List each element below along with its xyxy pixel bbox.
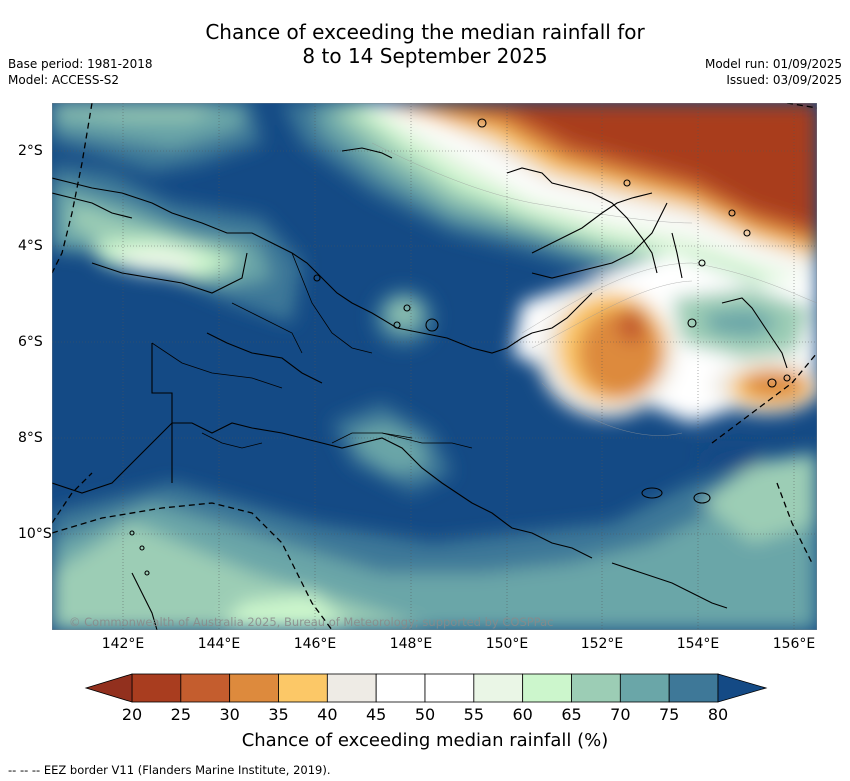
colorbar-cell [571, 673, 621, 703]
colorbar-under-arrow [84, 673, 133, 703]
colorbar-cell [180, 673, 231, 703]
lon-label-146: 146°E [293, 636, 337, 652]
lon-label-154: 154°E [676, 636, 720, 652]
coastlines [52, 118, 791, 630]
colorbar-tick-label: 25 [170, 705, 192, 724]
lon-label-152: 152°E [580, 636, 624, 652]
rainfall-map: © Commonwealth of Australia 2025, Bureau… [52, 103, 817, 630]
colorbar-cell [473, 673, 524, 703]
lat-label-8s: 8°S [18, 430, 43, 446]
colorbar-cell [424, 673, 475, 703]
colorbar-tick-label: 40 [317, 705, 338, 724]
chart-title-line1: Chance of exceeding the median rainfall … [205, 20, 645, 44]
colorbar-tick-label: 55 [463, 705, 485, 724]
model-run: Model run: 01/09/2025 [704, 57, 842, 71]
west-band-65 [52, 103, 222, 118]
colorbar-cell [326, 673, 377, 703]
colorbar-tick-label: 60 [512, 705, 533, 724]
colorbar-tick-label: 80 [707, 705, 729, 724]
colorbar-tick-label: 75 [658, 705, 680, 724]
base-period: Base period: 1981-2018 [8, 57, 153, 71]
lon-label-142: 142°E [101, 636, 145, 652]
contour-lines [371, 142, 817, 436]
chart-title-line2: 8 to 14 September 2025 [302, 44, 548, 68]
lat-label-2s: 2°S [18, 143, 43, 159]
band-70-east [702, 453, 817, 543]
colorbar-cell [278, 673, 328, 703]
lat-label-10s: 10°S [18, 526, 52, 542]
colorbar-tick-label: 70 [610, 705, 631, 724]
lon-label-150: 150°E [485, 636, 529, 652]
eez-borders [52, 103, 817, 630]
colorbar-cell [619, 673, 670, 703]
colorbar-cell [131, 673, 182, 703]
colorbar-tick-label: 30 [219, 705, 240, 724]
warm-anomaly-1-30 [617, 307, 647, 343]
colorbar-title: Chance of exceeding median rainfall (%) [241, 730, 609, 751]
colorbar-cell [522, 673, 572, 703]
colorbar [84, 673, 768, 703]
east-dark-blob [702, 446, 762, 470]
colorbar-tick-label: 45 [365, 705, 387, 724]
colorbar-tick-label: 35 [268, 705, 289, 724]
lon-label-144: 144°E [197, 636, 241, 652]
gulf-blob-70 [352, 423, 427, 473]
eez-footnote: -- -- -- EEZ border V11 (Flanders Marine… [8, 763, 331, 777]
lat-label-6s: 6°S [18, 334, 43, 350]
colorbar-tick-label: 20 [121, 705, 143, 724]
lon-label-156: 156°E [772, 636, 816, 652]
model-name: Model: ACCESS-S2 [8, 73, 120, 87]
gridlines [52, 103, 817, 630]
colorbar-tick-label: 50 [414, 705, 436, 724]
copyright-watermark: © Commonwealth of Australia 2025, Bureau… [69, 615, 553, 629]
colorbar-cell [375, 673, 426, 703]
teal-east-blob [702, 308, 782, 338]
west-coast-55 [112, 248, 202, 273]
colorbar-over-arrow [717, 673, 768, 703]
inland-blob-65 [394, 304, 414, 322]
colorbar-tick-label: 65 [561, 705, 582, 724]
lon-label-148: 148°E [389, 636, 433, 652]
band-60-south [222, 593, 352, 630]
band-25-north [397, 103, 817, 228]
colorbar-cell [229, 673, 279, 703]
colorbar-cell [668, 673, 719, 703]
lat-label-4s: 4°S [18, 238, 43, 254]
warm-anomaly-2-35 [742, 371, 806, 399]
issued-date: Issued: 03/09/2025 [726, 73, 842, 87]
